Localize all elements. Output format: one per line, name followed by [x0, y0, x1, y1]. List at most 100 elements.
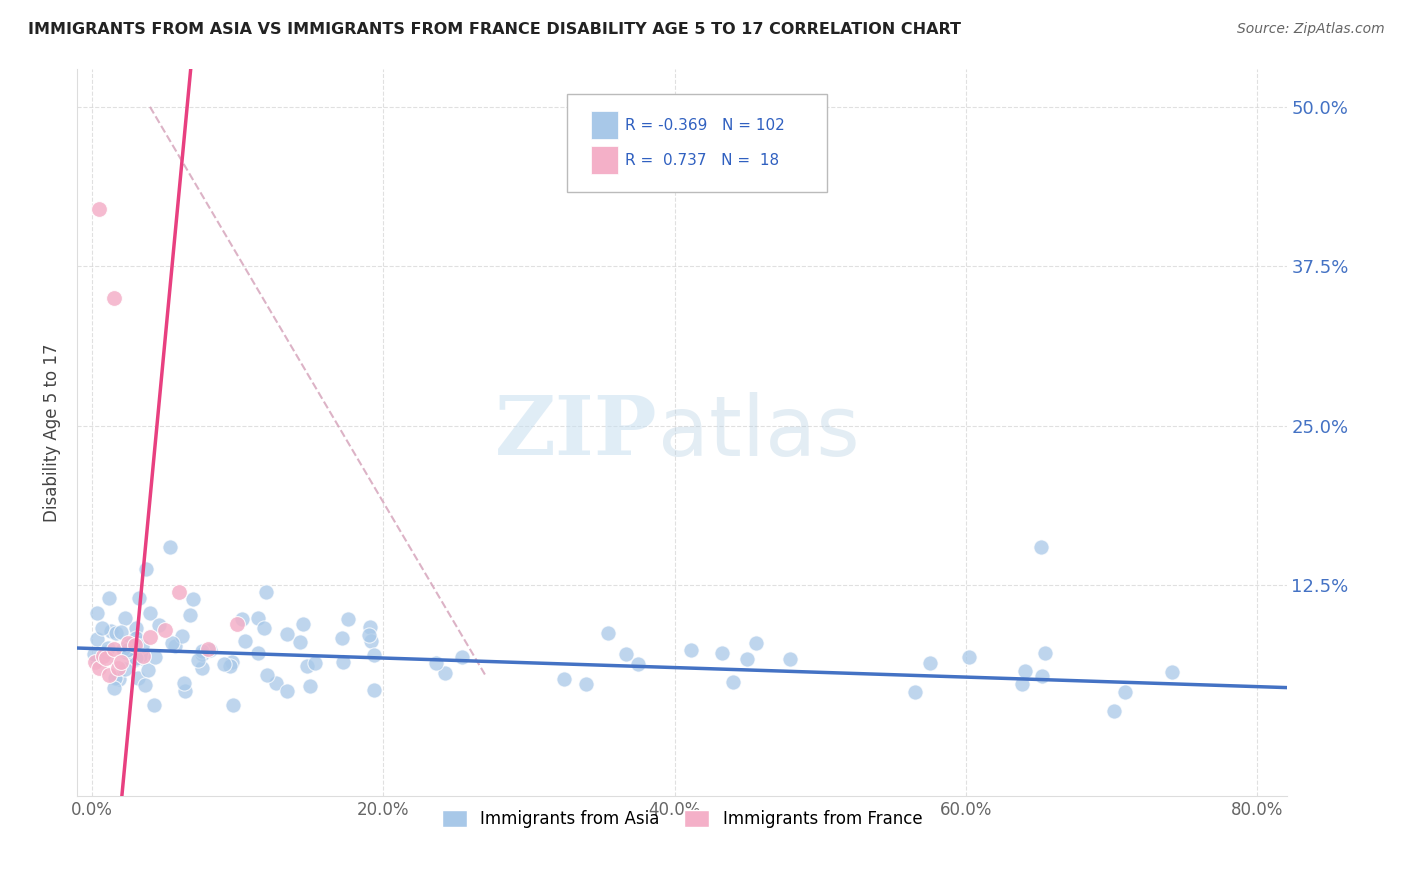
Point [264, 676, 287, 690]
Point [129, 648, 152, 662]
Point [221, 655, 243, 669]
Point [276, 684, 298, 698]
Point [1014, 664, 1036, 678]
FancyBboxPatch shape [591, 112, 617, 139]
Y-axis label: Disability Age 5 to 17: Disability Age 5 to 17 [44, 343, 60, 522]
Point [103, 681, 125, 696]
Point [167, 585, 190, 599]
Point [83, 655, 105, 669]
Point [451, 650, 474, 665]
Text: R =  0.737   N =  18: R = 0.737 N = 18 [626, 153, 779, 168]
Point [197, 642, 219, 657]
Point [87, 661, 110, 675]
Text: atlas: atlas [658, 392, 859, 473]
Point [174, 684, 197, 698]
Point [103, 642, 125, 657]
Point [110, 655, 132, 669]
Point [117, 636, 139, 650]
Point [187, 653, 209, 667]
Point [575, 677, 598, 691]
Point [721, 674, 744, 689]
Point [86, 632, 108, 646]
Point [181, 591, 204, 606]
Point [104, 671, 127, 685]
Point [108, 672, 131, 686]
Point [735, 652, 758, 666]
Point [425, 656, 447, 670]
Point [139, 630, 162, 644]
Text: Source: ZipAtlas.com: Source: ZipAtlas.com [1237, 22, 1385, 37]
Point [363, 683, 385, 698]
Point [98, 668, 121, 682]
Point [918, 656, 941, 670]
Point [254, 584, 277, 599]
Point [86, 653, 108, 667]
Point [779, 651, 801, 665]
Point [957, 650, 980, 665]
Point [114, 611, 136, 625]
Text: IMMIGRANTS FROM ASIA VS IMMIGRANTS FROM FRANCE DISABILITY AGE 5 TO 17 CORRELATIO: IMMIGRANTS FROM ASIA VS IMMIGRANTS FROM … [28, 22, 962, 37]
Point [1031, 669, 1053, 683]
Point [332, 656, 354, 670]
Point [191, 647, 214, 661]
Point [231, 612, 253, 626]
Point [131, 651, 153, 665]
Point [153, 623, 176, 637]
Point [138, 607, 160, 621]
Point [124, 651, 146, 665]
Point [304, 656, 326, 670]
Point [221, 698, 243, 713]
Point [160, 636, 183, 650]
Point [1114, 685, 1136, 699]
Point [91, 648, 114, 663]
Point [1033, 646, 1056, 660]
Point [299, 679, 322, 693]
Point [1031, 540, 1053, 554]
Point [681, 643, 703, 657]
Point [131, 639, 153, 653]
Point [360, 634, 382, 648]
Point [357, 628, 380, 642]
Point [114, 645, 136, 659]
Point [105, 626, 128, 640]
Point [110, 624, 132, 639]
Point [256, 667, 278, 681]
Point [103, 291, 125, 305]
Point [276, 627, 298, 641]
Point [1011, 677, 1033, 691]
Legend: Immigrants from Asia, Immigrants from France: Immigrants from Asia, Immigrants from Fr… [434, 804, 929, 835]
Point [226, 616, 249, 631]
Point [179, 607, 201, 622]
Point [96, 651, 118, 665]
Point [114, 662, 136, 676]
Point [295, 659, 318, 673]
Point [627, 657, 650, 671]
Point [98, 591, 121, 606]
Point [159, 540, 181, 554]
Point [112, 641, 135, 656]
Point [124, 639, 146, 653]
Point [172, 629, 194, 643]
Point [553, 673, 575, 687]
Point [127, 671, 149, 685]
Point [614, 647, 637, 661]
Point [200, 643, 222, 657]
Point [128, 591, 150, 606]
Text: ZIP: ZIP [495, 392, 658, 472]
Point [745, 635, 768, 649]
Point [86, 607, 108, 621]
Point [253, 621, 276, 635]
FancyBboxPatch shape [567, 94, 827, 192]
Point [288, 634, 311, 648]
Point [173, 676, 195, 690]
Point [1161, 665, 1184, 679]
Point [83, 647, 105, 661]
Point [96, 645, 118, 659]
Point [596, 626, 619, 640]
FancyBboxPatch shape [591, 146, 617, 174]
Point [131, 648, 153, 663]
Point [115, 643, 138, 657]
Point [359, 620, 381, 634]
Point [218, 659, 240, 673]
Point [247, 646, 270, 660]
